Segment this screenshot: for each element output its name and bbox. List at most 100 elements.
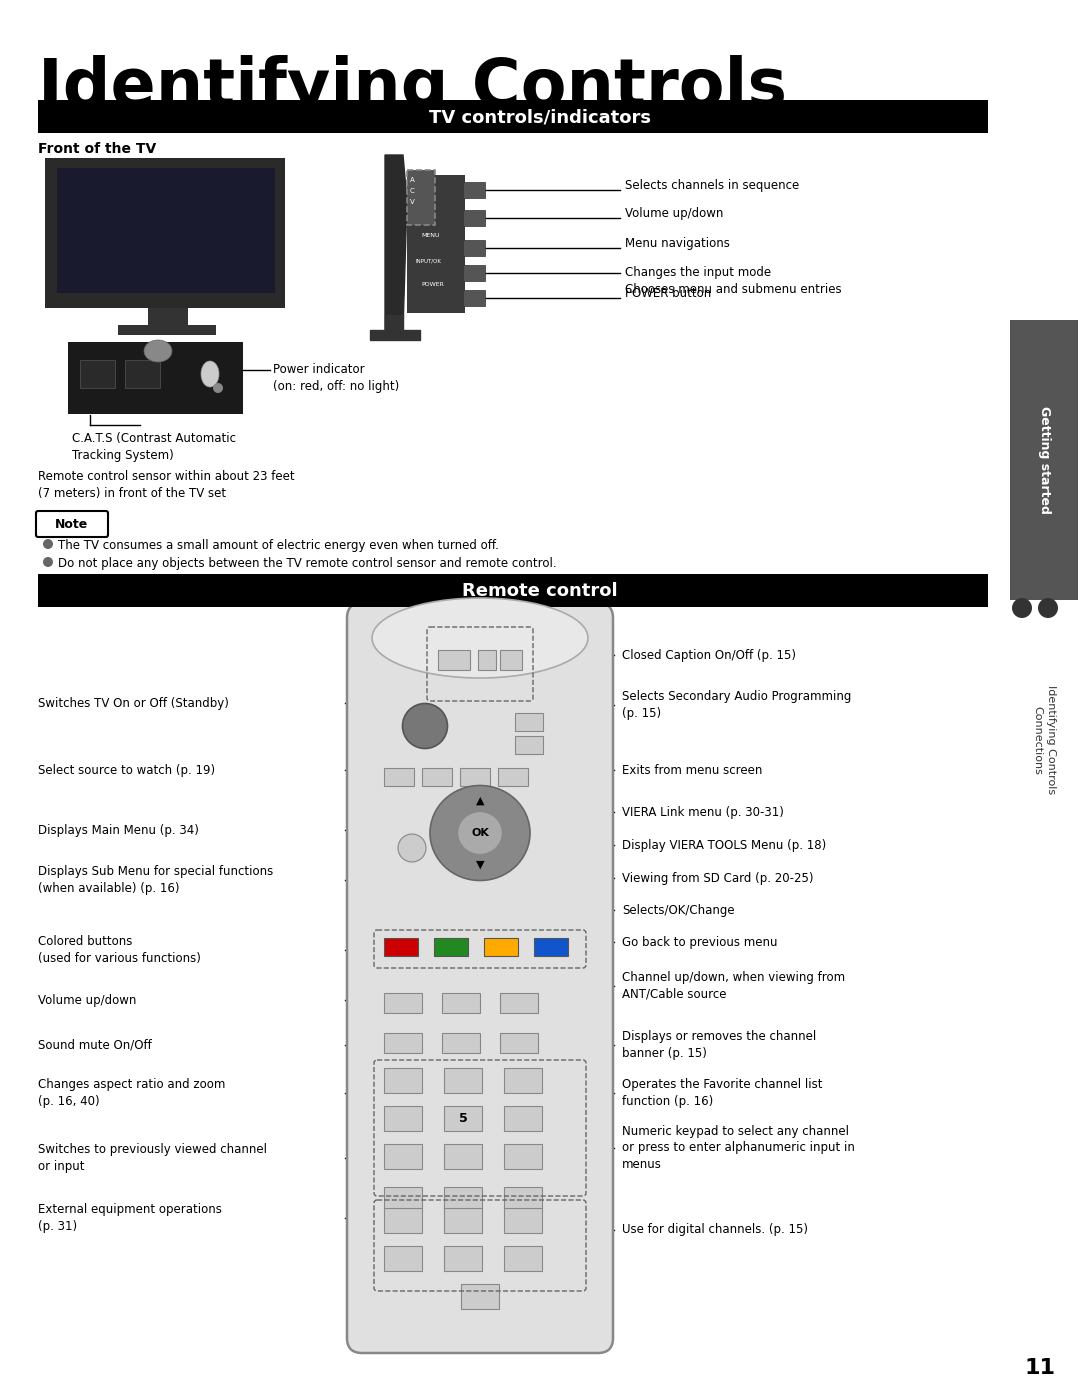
Bar xyxy=(38,575,988,607)
Ellipse shape xyxy=(430,786,530,880)
Text: Power indicator
(on: red, off: no light): Power indicator (on: red, off: no light) xyxy=(273,364,400,393)
Bar xyxy=(45,283,285,308)
Text: Switches TV On or Off (Standby): Switches TV On or Off (Standby) xyxy=(38,697,229,709)
Bar xyxy=(38,100,988,133)
Text: Numeric keypad to select any channel
or press to enter alphanumeric input in
men: Numeric keypad to select any channel or … xyxy=(622,1126,855,1171)
Bar xyxy=(484,938,518,956)
Text: Closed Caption On/Off (p. 15): Closed Caption On/Off (p. 15) xyxy=(622,648,796,662)
Bar xyxy=(504,1067,542,1092)
Ellipse shape xyxy=(458,812,502,855)
Bar xyxy=(534,938,568,956)
Text: Exits from menu screen: Exits from menu screen xyxy=(622,763,762,776)
Bar xyxy=(384,1144,422,1169)
Bar xyxy=(407,169,435,225)
Bar xyxy=(148,308,188,326)
Bar xyxy=(478,650,496,670)
Bar xyxy=(384,1246,422,1271)
Text: Selects/OK/Change: Selects/OK/Change xyxy=(622,904,734,916)
Text: Front of the TV: Front of the TV xyxy=(38,142,157,155)
Text: External equipment operations
(p. 31): External equipment operations (p. 31) xyxy=(38,1203,221,1233)
Bar xyxy=(384,1106,422,1131)
Text: A
C
V: A C V xyxy=(410,178,415,205)
Bar xyxy=(384,768,414,786)
Bar xyxy=(498,768,528,786)
Bar xyxy=(500,1033,538,1053)
Bar xyxy=(57,168,275,293)
Text: Go back to previous menu: Go back to previous menu xyxy=(622,936,778,948)
Text: Selects channels in sequence: Selects channels in sequence xyxy=(625,179,799,192)
Text: Select source to watch (p. 19): Select source to watch (p. 19) xyxy=(38,763,215,776)
Polygon shape xyxy=(384,155,407,330)
Bar xyxy=(504,1106,542,1131)
Bar xyxy=(384,938,418,956)
Text: Sound mute On/Off: Sound mute On/Off xyxy=(38,1038,152,1052)
Ellipse shape xyxy=(201,361,219,387)
Bar xyxy=(463,265,485,280)
Text: 5: 5 xyxy=(459,1112,468,1124)
Bar xyxy=(463,182,485,198)
Text: Displays Main Menu (p. 34): Displays Main Menu (p. 34) xyxy=(38,823,199,837)
Bar xyxy=(504,1144,542,1169)
Text: 11: 11 xyxy=(1025,1357,1055,1378)
Ellipse shape xyxy=(372,598,588,677)
Bar xyxy=(422,768,453,786)
Text: Channel up/down, when viewing from
ANT/Cable source: Channel up/down, when viewing from ANT/C… xyxy=(622,972,846,1001)
Bar xyxy=(515,713,543,731)
Circle shape xyxy=(213,383,222,393)
Text: TV controls/indicators: TV controls/indicators xyxy=(429,108,651,126)
Text: Operates the Favorite channel list
function (p. 16): Operates the Favorite channel list funct… xyxy=(622,1078,823,1108)
Bar xyxy=(500,992,538,1013)
Bar xyxy=(118,325,216,335)
Text: Changes aspect ratio and zoom
(p. 16, 40): Changes aspect ratio and zoom (p. 16, 40… xyxy=(38,1078,226,1108)
Text: Remote control sensor within about 23 feet
(7 meters) in front of the TV set: Remote control sensor within about 23 fe… xyxy=(38,471,295,500)
Bar xyxy=(45,158,285,308)
Text: VIERA Link menu (p. 30-31): VIERA Link menu (p. 30-31) xyxy=(622,805,784,819)
Ellipse shape xyxy=(399,834,426,862)
Text: Identifying Controls: Identifying Controls xyxy=(38,56,787,122)
Bar xyxy=(515,736,543,754)
Bar xyxy=(444,1246,482,1271)
Text: Selects Secondary Audio Programming
(p. 15): Selects Secondary Audio Programming (p. … xyxy=(622,690,851,720)
Bar xyxy=(504,1246,542,1271)
Text: Do not place any objects between the TV remote control sensor and remote control: Do not place any objects between the TV … xyxy=(58,557,556,570)
Text: The TV consumes a small amount of electric energy even when turned off.: The TV consumes a small amount of electr… xyxy=(58,539,499,552)
Bar xyxy=(125,359,160,389)
Text: Changes the input mode
Chooses menu and submenu entries: Changes the input mode Chooses menu and … xyxy=(625,266,841,296)
Bar xyxy=(444,1106,482,1131)
Text: Volume up/down: Volume up/down xyxy=(625,207,724,219)
Text: POWER: POWER xyxy=(421,282,444,287)
FancyBboxPatch shape xyxy=(36,511,108,537)
FancyBboxPatch shape xyxy=(347,602,613,1353)
Text: POWER button: POWER button xyxy=(625,286,712,300)
Polygon shape xyxy=(370,330,420,340)
Circle shape xyxy=(1038,598,1058,618)
Text: Viewing from SD Card (p. 20-25): Viewing from SD Card (p. 20-25) xyxy=(622,872,813,884)
Text: Displays or removes the channel
banner (p. 15): Displays or removes the channel banner (… xyxy=(622,1030,816,1060)
Bar xyxy=(80,359,114,389)
Bar xyxy=(461,1284,499,1309)
Circle shape xyxy=(1012,598,1032,618)
Text: Use for digital channels. (p. 15): Use for digital channels. (p. 15) xyxy=(622,1223,808,1237)
Bar xyxy=(68,341,243,414)
Text: Switches to previously viewed channel
or input: Switches to previously viewed channel or… xyxy=(38,1144,267,1173)
Text: Remote control: Remote control xyxy=(462,582,618,600)
Bar xyxy=(442,992,480,1013)
Bar xyxy=(504,1187,542,1212)
Bar xyxy=(1010,321,1078,600)
Ellipse shape xyxy=(403,704,447,748)
Circle shape xyxy=(43,557,53,568)
Text: Volume up/down: Volume up/down xyxy=(38,994,136,1006)
Bar xyxy=(460,768,490,786)
Bar xyxy=(444,1067,482,1092)
Bar xyxy=(463,210,485,226)
Bar xyxy=(500,650,522,670)
Bar xyxy=(438,650,470,670)
Bar xyxy=(463,240,485,255)
Bar xyxy=(504,1208,542,1233)
Text: MENU: MENU xyxy=(421,233,440,237)
Polygon shape xyxy=(384,315,403,330)
Bar xyxy=(384,1208,422,1233)
Bar xyxy=(463,290,485,305)
Ellipse shape xyxy=(144,340,172,362)
Text: ▼: ▼ xyxy=(476,861,484,870)
